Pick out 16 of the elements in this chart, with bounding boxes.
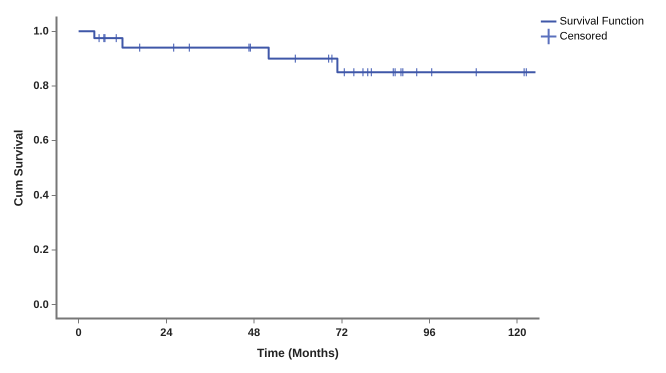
x-tick-label: 72 (336, 327, 348, 340)
y-tick-label: 0.2 (33, 244, 49, 256)
legend-label: Survival Function (560, 16, 644, 28)
legend-label: Censored (560, 30, 608, 43)
x-tick-label: 120 (508, 327, 526, 340)
x-axis-title: Time (Months) (257, 346, 339, 360)
y-tick-label: 0.4 (33, 189, 50, 202)
y-tick-label: 0.0 (33, 298, 49, 311)
y-tick-label: 0.6 (33, 134, 49, 147)
x-tick-label: 0 (76, 327, 82, 340)
x-tick-label: 48 (248, 327, 260, 340)
x-tick-label: 24 (160, 327, 174, 340)
y-axis-title: Cum Survival (12, 130, 26, 206)
y-tick-label: 1.0 (33, 25, 49, 38)
x-tick-label: 96 (423, 327, 436, 340)
y-tick-label: 0.8 (33, 80, 49, 92)
